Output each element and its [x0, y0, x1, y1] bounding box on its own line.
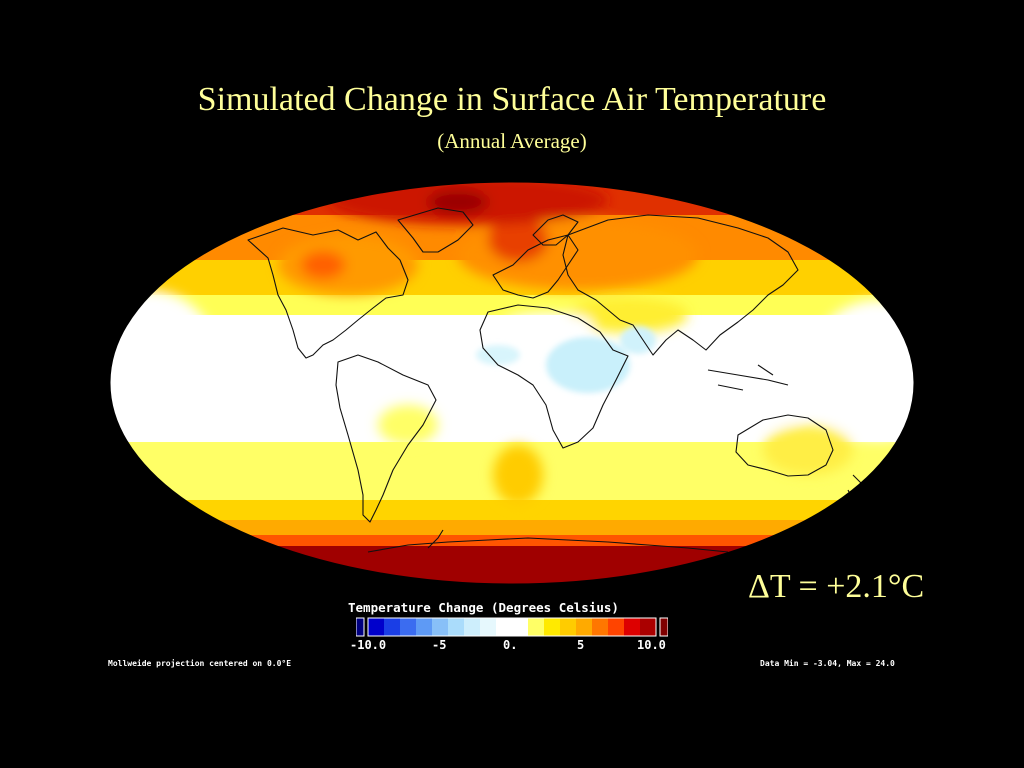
patch-sahara-white: [503, 313, 593, 337]
legend-over-cap: [659, 617, 668, 637]
legend-title: Temperature Change (Degrees Celsius): [348, 600, 619, 615]
legend-tick: 5: [577, 638, 585, 652]
coast-asia: [562, 214, 799, 356]
coast-indonesia: [707, 364, 789, 391]
legend-swatch: [608, 618, 625, 636]
projection-note: Mollweide projection centered on 0.0°E: [108, 659, 292, 668]
coast-greenland: [397, 207, 474, 253]
legend-swatch: [624, 618, 641, 636]
temperature-change-map: [109, 181, 915, 585]
globe-outline: [109, 181, 915, 585]
legend-swatch: [512, 618, 529, 636]
legend-tick: 10.0: [637, 638, 666, 652]
legend-swatch: [416, 618, 433, 636]
legend-under-cap: [356, 617, 365, 637]
patch-pacific-white: [688, 392, 808, 428]
legend-tick: 0.: [503, 638, 518, 652]
patch-greenland-dark: [428, 190, 488, 214]
patch-india-cyan: [620, 326, 656, 354]
patch-australia-yellow: [763, 425, 853, 475]
color-scale-bar: [356, 617, 668, 637]
legend-frame: [367, 617, 657, 637]
data-range: Data Min = -3.04, Max = 24.0: [760, 659, 895, 668]
legend-swatch: [560, 618, 577, 636]
legend-swatch: [576, 618, 593, 636]
patch-africa-cyan: [546, 337, 630, 393]
coast-antarctica: [367, 529, 729, 553]
legend-swatch: [640, 618, 657, 636]
patch-na-orange: [278, 235, 418, 295]
patch-southam-yellow: [378, 405, 438, 445]
legend-swatch: [496, 618, 513, 636]
slide-subtitle: (Annual Average): [437, 129, 587, 153]
legend-tick: -5: [432, 638, 447, 652]
legend-swatch: [544, 618, 561, 636]
legend-swatch: [400, 618, 417, 636]
patch-na-red: [301, 251, 345, 279]
legend-swatch: [464, 618, 481, 636]
slide-title: Simulated Change in Surface Air Temperat…: [197, 81, 827, 118]
legend-swatch: [480, 618, 497, 636]
delta-t-value: ΔT = +2.1°C: [748, 568, 925, 605]
patch-satl-orange: [493, 445, 543, 505]
patch-mideast-yellow: [568, 297, 688, 333]
coast-scandinavia: [532, 214, 579, 246]
legend-swatch: [592, 618, 609, 636]
legend-swatch: [384, 618, 401, 636]
patch-sahel-cyan: [476, 345, 520, 365]
legend-swatch: [368, 618, 385, 636]
legend-tick: -10.0: [350, 638, 387, 652]
band-tropics: [110, 315, 914, 445]
coast-australia: [735, 414, 834, 477]
coast-north-america: [247, 227, 409, 359]
coast-europe: [492, 234, 579, 299]
legend-swatch: [528, 618, 545, 636]
legend-swatch: [448, 618, 465, 636]
coast-africa: [479, 304, 629, 449]
patch-asia-red: [488, 218, 548, 262]
coast-south-america: [335, 354, 437, 523]
legend-swatch: [432, 618, 449, 636]
